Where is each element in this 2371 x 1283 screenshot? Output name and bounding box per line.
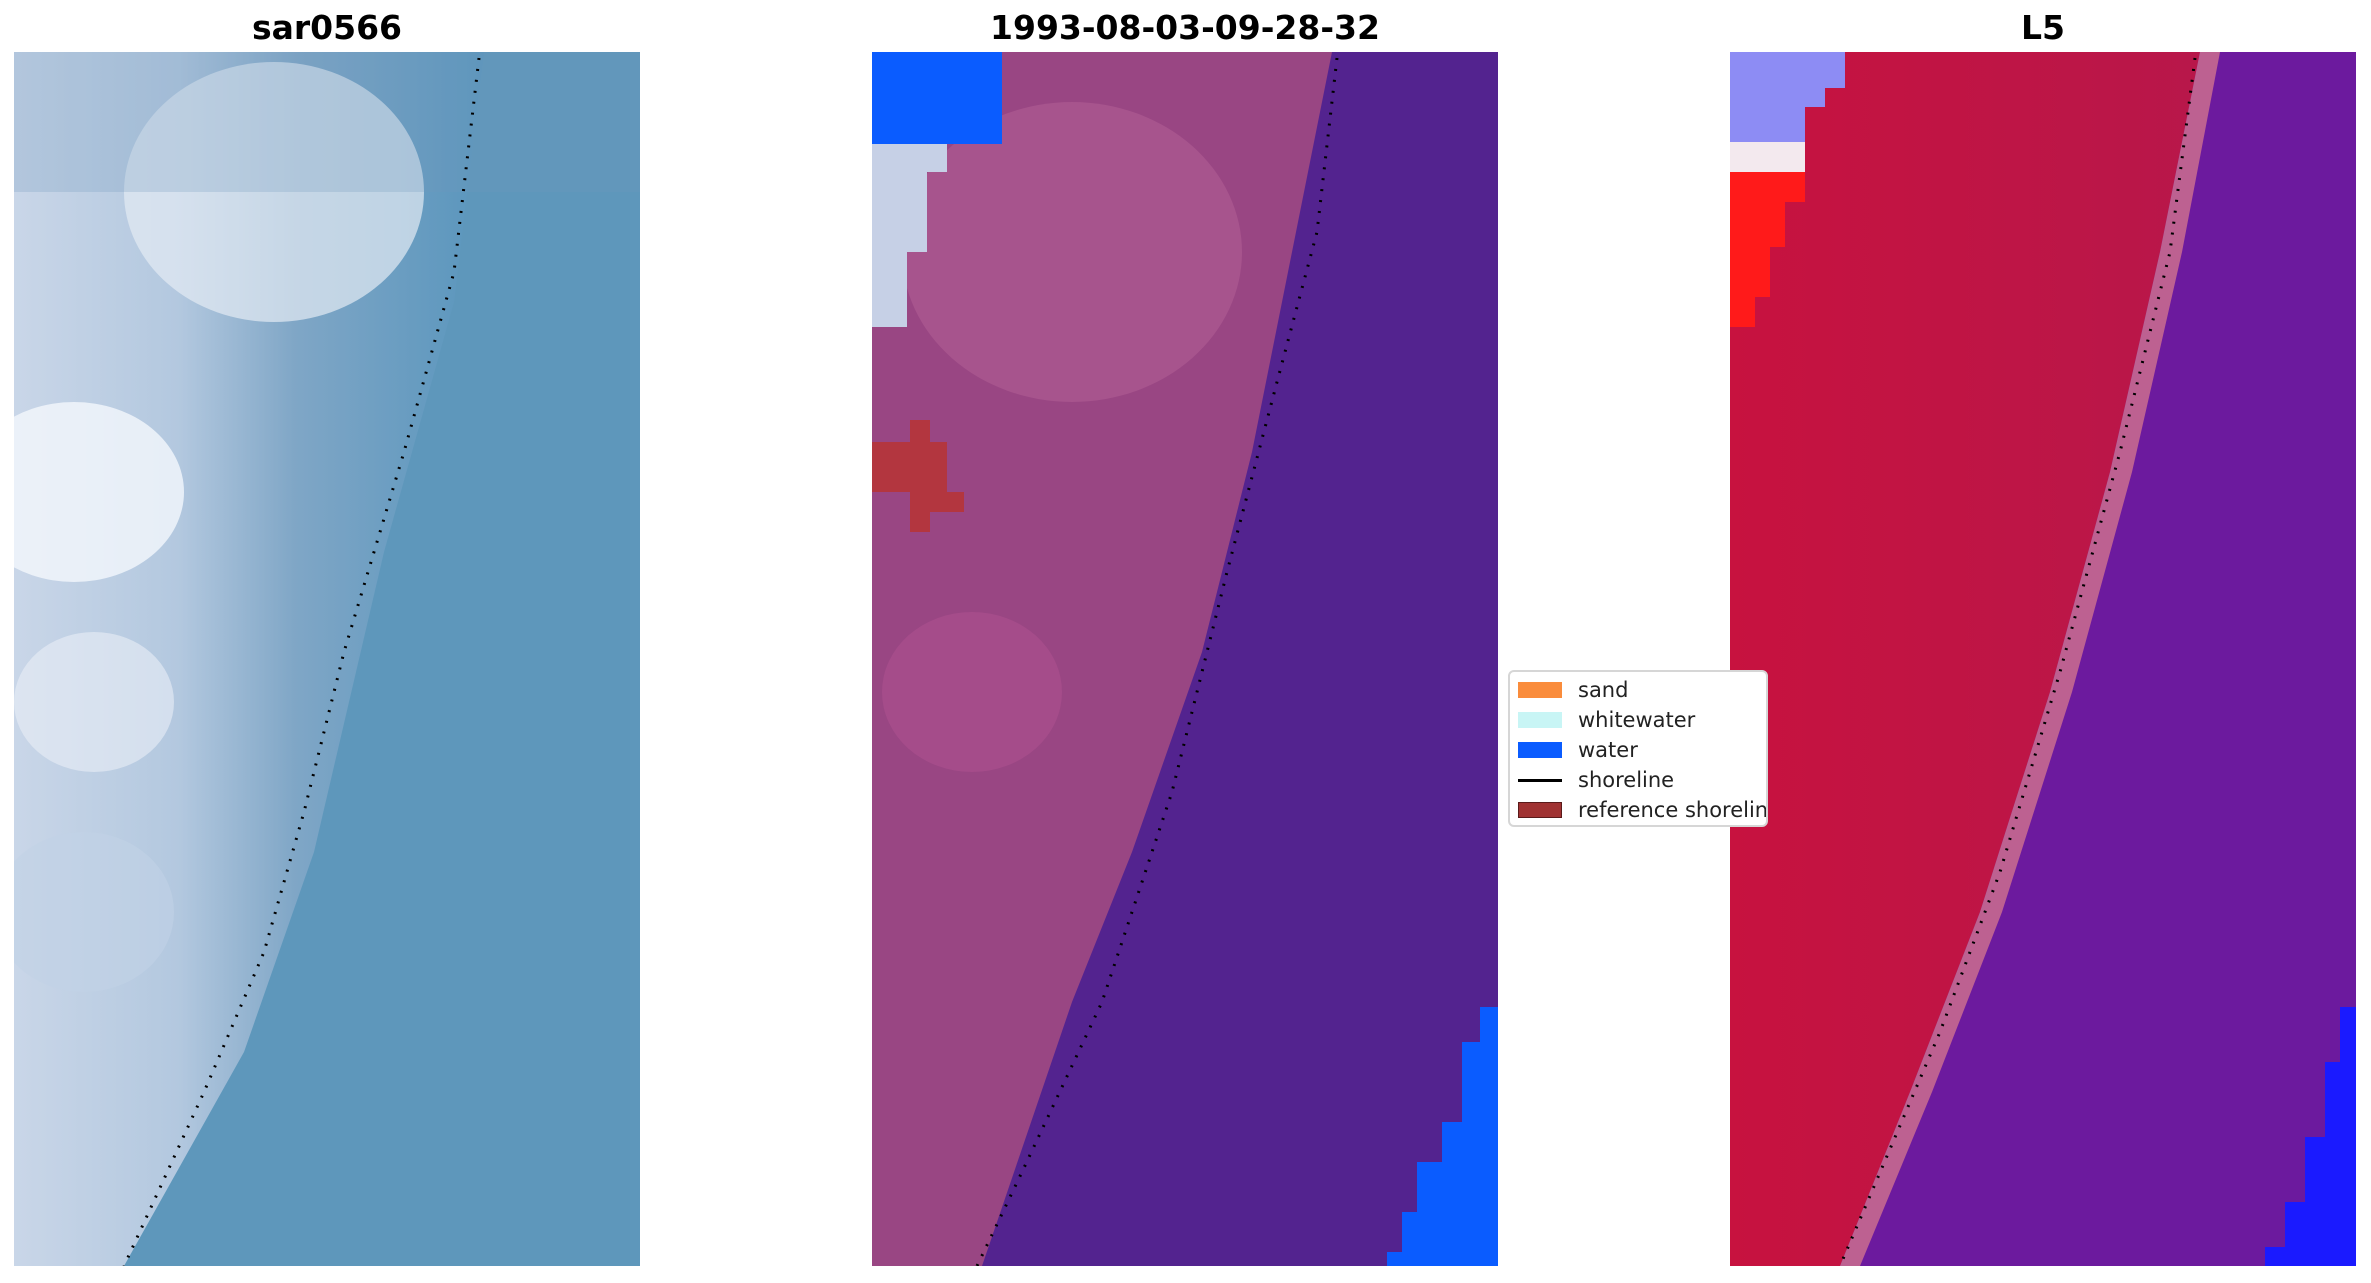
index-image bbox=[1730, 52, 2356, 1266]
legend-item-shoreline: shoreline bbox=[1518, 765, 1674, 795]
reference-shoreline-marker bbox=[872, 420, 964, 532]
shoreline-trace bbox=[122, 57, 481, 1266]
rgb-image bbox=[14, 52, 640, 1266]
water-mask-top bbox=[872, 52, 1002, 144]
whitewater-swatch bbox=[1518, 712, 1562, 728]
panel-title-rgb: sar0566 bbox=[251, 8, 403, 47]
legend-label: sand bbox=[1578, 678, 1629, 702]
classification-panel bbox=[872, 52, 1498, 1266]
legend-label: reference shoreline bbox=[1578, 798, 1768, 822]
panel-title-classification: 1993-08-03-09-28-32 bbox=[990, 8, 1380, 47]
panel-title-index: L5 bbox=[2021, 8, 2065, 47]
legend: sand whitewater water shoreline referenc… bbox=[1508, 670, 1768, 827]
water-index-region bbox=[2265, 1007, 2356, 1266]
legend-label: shoreline bbox=[1578, 768, 1675, 792]
shoreline-line-swatch bbox=[1518, 778, 1562, 782]
legend-item-whitewater: whitewater bbox=[1518, 705, 1695, 735]
water-swatch bbox=[1518, 742, 1562, 758]
classification-image bbox=[872, 52, 1498, 1266]
reference-shoreline-swatch bbox=[1518, 802, 1562, 818]
legend-label: whitewater bbox=[1578, 708, 1696, 732]
legend-item-sand: sand bbox=[1518, 675, 1628, 705]
index-panel bbox=[1730, 52, 2356, 1266]
sand-swatch bbox=[1518, 682, 1562, 698]
rgb-image-panel bbox=[14, 52, 640, 1266]
legend-item-water: water bbox=[1518, 735, 1638, 765]
legend-label: water bbox=[1578, 738, 1638, 762]
legend-item-reference-shoreline: reference shoreline bbox=[1518, 795, 1768, 825]
water-mask-bottom bbox=[1387, 1007, 1498, 1266]
